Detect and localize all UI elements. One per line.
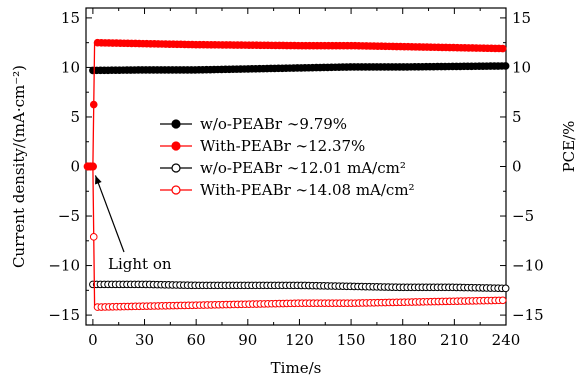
series-3 [87,165,507,311]
series-2 [89,280,510,293]
legend-marker [171,185,181,195]
x-tick-label: 240 [492,331,521,349]
x-tick-label: 180 [388,331,417,349]
y-tick-label: 0 [70,158,80,176]
legend-marker [171,119,181,129]
legend-label: With-PEABr ∼12.37% [200,137,365,155]
y-tick-label: 15 [61,9,80,27]
data-point [498,296,507,305]
x-axis-title: Time/s [271,359,322,377]
y2-tick-label: −10 [512,257,544,275]
y2-tick-label: 15 [512,9,531,27]
y2-tick-label: 0 [512,158,522,176]
y-tick-label: −15 [48,306,80,324]
legend-label: With-PEABr ∼14.08 mA/cm² [200,181,415,199]
y2-tick-label: −15 [512,306,544,324]
annotation-light-on: Light on [108,255,172,273]
x-tick-label: 210 [440,331,469,349]
annotation-arrow [94,175,125,253]
legend-marker [171,163,181,173]
legend-label: w/o-PEABr ∼12.01 mA/cm² [200,159,406,177]
data-point [501,284,510,293]
y-tick-label: −5 [58,207,80,225]
annotation-arrowhead [95,175,102,185]
data-point [501,62,510,70]
x-tick-label: 120 [285,331,314,349]
x-tick-label: 0 [88,331,98,349]
x-tick-label: 90 [238,331,257,349]
data-point-dark [88,162,97,171]
legend-marker [171,141,181,151]
y-tick-label: −10 [48,257,80,275]
data-point [498,44,507,53]
x-tick-label: 30 [135,331,154,349]
y2-tick-label: −5 [512,207,534,225]
y2-tick-label: 10 [512,58,531,76]
series-0 [89,62,510,75]
y-tick-label: 5 [70,108,80,126]
data-point [89,233,98,241]
y-axis-title: Current density/(mA·cm⁻²) [10,65,28,268]
x-tick-label: 60 [187,331,206,349]
y2-tick-label: 5 [512,108,522,126]
series-1 [87,38,507,168]
y2-axis-title: PCE/% [560,121,578,173]
data-point [89,100,98,109]
x-tick-label: 150 [337,331,366,349]
y-tick-label: 10 [61,58,80,76]
legend-label: w/o-PEABr ∼9.79% [200,115,347,133]
